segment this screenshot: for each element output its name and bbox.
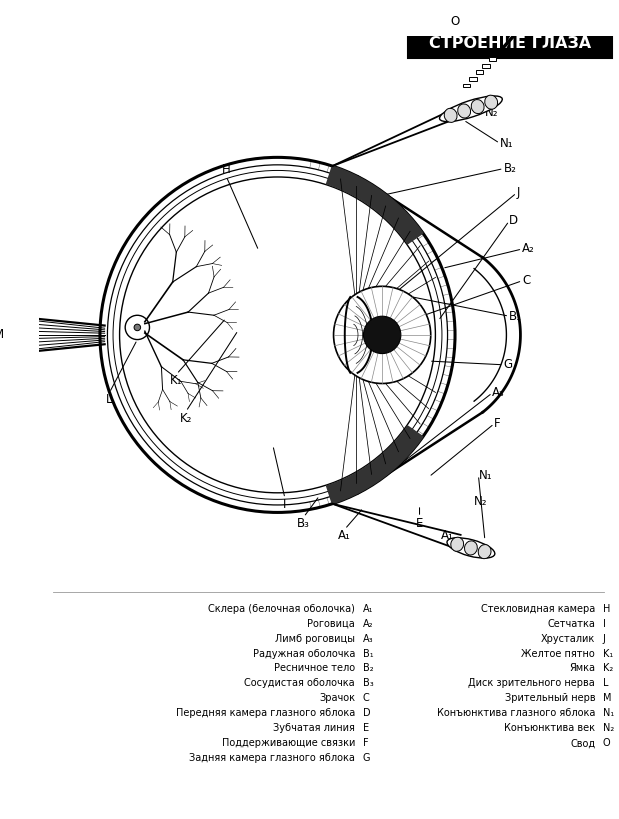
Text: Свод: Свод (570, 738, 595, 749)
Text: N₁: N₁ (478, 468, 492, 482)
Text: B₁: B₁ (363, 649, 373, 658)
Text: G: G (363, 753, 370, 763)
Text: D: D (363, 708, 370, 718)
FancyBboxPatch shape (482, 64, 490, 68)
Polygon shape (327, 166, 423, 244)
Text: Сетчатка: Сетчатка (547, 618, 595, 629)
Text: Сосудистая оболочка: Сосудистая оболочка (245, 678, 355, 689)
Text: B₂: B₂ (363, 663, 373, 673)
Text: Поддерживающие связки: Поддерживающие связки (222, 738, 355, 749)
Circle shape (134, 324, 141, 331)
Text: B₃: B₃ (297, 517, 310, 530)
Text: C: C (363, 694, 370, 704)
Text: Задняя камера глазного яблока: Задняя камера глазного яблока (189, 753, 355, 763)
Text: L: L (603, 678, 608, 689)
Ellipse shape (439, 96, 502, 121)
Text: Склера (белочная оболочка): Склера (белочная оболочка) (208, 604, 355, 613)
FancyBboxPatch shape (462, 84, 470, 88)
Ellipse shape (485, 95, 498, 109)
Text: Зубчатая линия: Зубчатая линия (273, 723, 355, 733)
Text: N₂: N₂ (474, 495, 487, 508)
Text: Стекловидная камера: Стекловидная камера (481, 604, 595, 613)
Text: M: M (603, 694, 611, 704)
Text: K₁: K₁ (170, 374, 183, 387)
Text: K₂: K₂ (603, 663, 613, 673)
Text: O: O (603, 738, 610, 749)
Text: I: I (603, 618, 605, 629)
Text: Хрусталик: Хрусталик (541, 634, 595, 644)
Ellipse shape (471, 100, 484, 114)
Text: N₂: N₂ (603, 723, 614, 733)
FancyBboxPatch shape (469, 77, 477, 81)
Text: F: F (363, 738, 368, 749)
Text: J: J (603, 634, 605, 644)
Text: I: I (284, 499, 287, 511)
Text: F: F (495, 417, 501, 430)
Text: A₁: A₁ (363, 604, 373, 613)
Ellipse shape (464, 541, 477, 555)
Text: Лимб роговицы: Лимб роговицы (275, 634, 355, 644)
Ellipse shape (478, 545, 491, 559)
Text: D: D (509, 215, 518, 228)
Text: B₃: B₃ (363, 678, 373, 689)
Polygon shape (327, 426, 423, 504)
Text: K₂: K₂ (180, 411, 192, 424)
Ellipse shape (451, 537, 464, 551)
Ellipse shape (444, 108, 457, 122)
Text: G: G (504, 358, 513, 371)
Text: B₁: B₁ (509, 310, 522, 323)
FancyBboxPatch shape (409, 29, 612, 58)
Text: L: L (106, 393, 113, 406)
Text: E: E (416, 517, 423, 530)
FancyBboxPatch shape (475, 70, 483, 75)
Text: Ямка: Ямка (569, 663, 595, 673)
Text: H: H (222, 163, 230, 176)
Text: Желтое пятно: Желтое пятно (521, 649, 595, 658)
Text: A₃: A₃ (492, 387, 505, 400)
Text: A₁: A₁ (339, 529, 351, 542)
Text: B₂: B₂ (504, 162, 516, 175)
Text: A₂: A₂ (522, 242, 535, 256)
Text: Диск зрительного нерва: Диск зрительного нерва (469, 678, 595, 689)
Text: N₁: N₁ (500, 137, 514, 150)
Text: Зрительный нерв: Зрительный нерв (504, 694, 595, 704)
Text: Передняя камера глазного яблока: Передняя камера глазного яблока (176, 708, 355, 718)
Text: Ресничное тело: Ресничное тело (274, 663, 355, 673)
Text: K₁: K₁ (603, 649, 613, 658)
Text: N₂: N₂ (485, 106, 498, 119)
Text: СТРОЕНИЕ ГЛАЗА: СТРОЕНИЕ ГЛАЗА (429, 36, 591, 51)
Text: C: C (522, 274, 530, 287)
Text: E: E (363, 723, 369, 733)
Ellipse shape (457, 104, 470, 118)
Text: A₂: A₂ (363, 618, 373, 629)
Text: M: M (0, 328, 4, 342)
Text: Радужная оболочка: Радужная оболочка (253, 649, 355, 658)
Circle shape (334, 287, 431, 383)
Text: J: J (517, 187, 520, 199)
Text: Конъюнктива глазного яблока: Конъюнктива глазного яблока (437, 708, 595, 718)
Text: A₃: A₃ (363, 634, 373, 644)
FancyBboxPatch shape (488, 57, 496, 61)
Ellipse shape (447, 538, 495, 558)
Text: Роговица: Роговица (307, 618, 355, 629)
Text: O: O (451, 16, 460, 29)
Text: Конъюнктива век: Конъюнктива век (504, 723, 595, 733)
Text: A₁: A₁ (441, 529, 454, 542)
Text: Зрачок: Зрачок (319, 694, 355, 704)
Text: N₁: N₁ (603, 708, 614, 718)
Text: H: H (603, 604, 610, 613)
Circle shape (363, 316, 401, 354)
